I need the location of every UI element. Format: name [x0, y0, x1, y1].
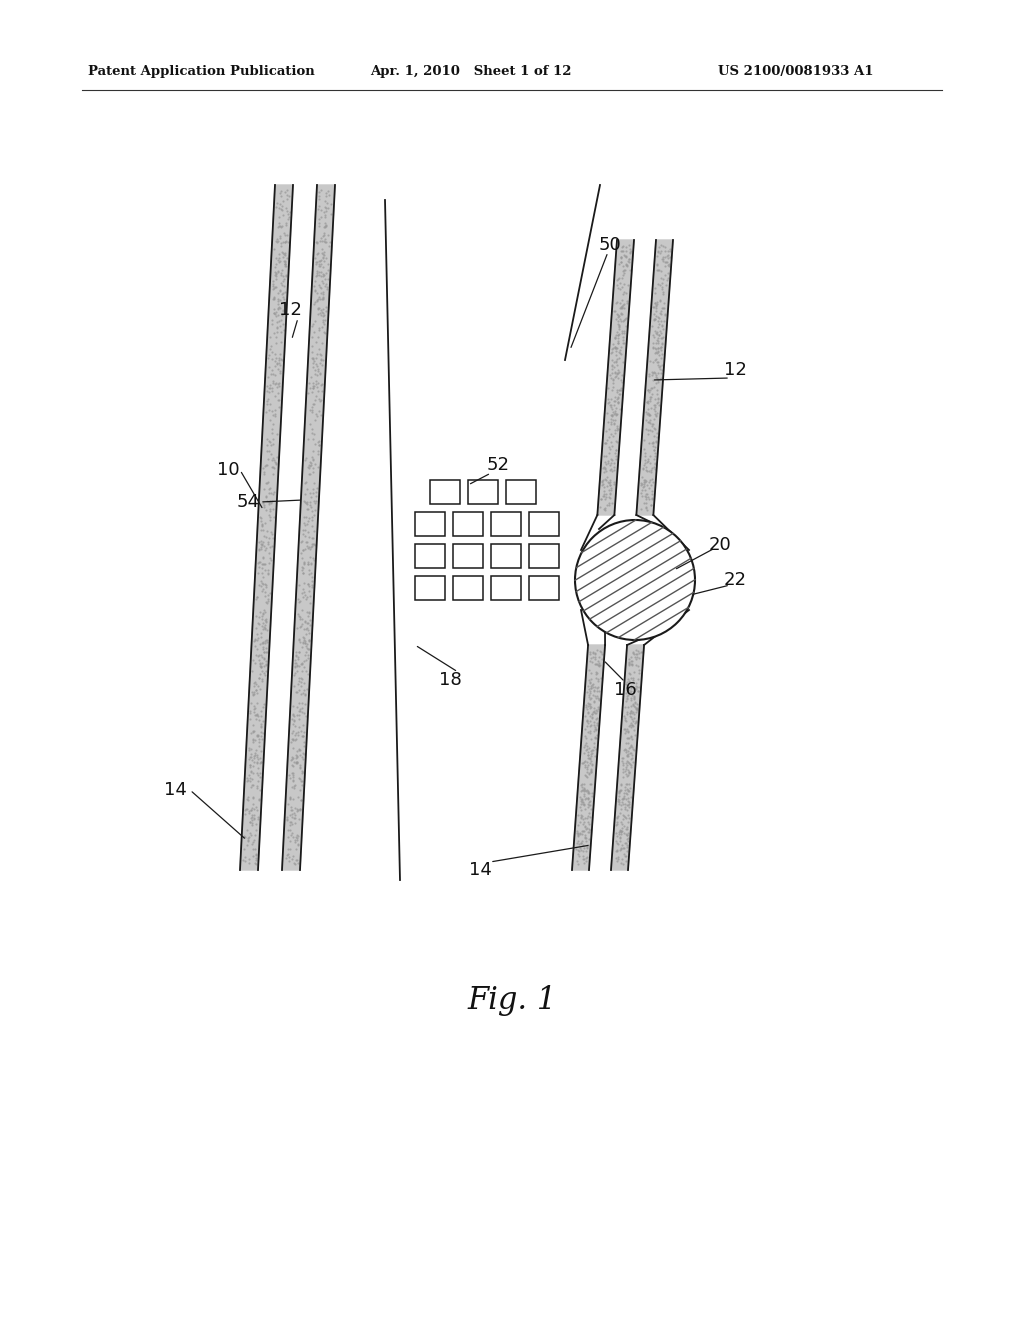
Bar — [415, 512, 445, 536]
Polygon shape — [636, 240, 673, 515]
Bar — [415, 544, 445, 568]
Text: US 2100/0081933 A1: US 2100/0081933 A1 — [718, 66, 873, 78]
Bar — [453, 576, 483, 601]
Polygon shape — [597, 240, 634, 515]
Bar — [490, 544, 521, 568]
Text: Patent Application Publication: Patent Application Publication — [88, 66, 314, 78]
Text: 20: 20 — [709, 536, 731, 554]
Bar — [453, 544, 483, 568]
Text: 18: 18 — [438, 671, 462, 689]
Bar — [506, 480, 536, 504]
Bar — [453, 512, 483, 536]
Bar — [415, 576, 445, 601]
Bar — [468, 480, 498, 504]
Text: 14: 14 — [469, 861, 492, 879]
Bar — [529, 576, 559, 601]
Text: Apr. 1, 2010   Sheet 1 of 12: Apr. 1, 2010 Sheet 1 of 12 — [370, 66, 571, 78]
Text: 12: 12 — [279, 301, 301, 319]
Bar — [430, 480, 460, 504]
Text: 52: 52 — [486, 455, 510, 474]
Text: 14: 14 — [164, 781, 186, 799]
Text: 12: 12 — [724, 360, 746, 379]
Polygon shape — [611, 645, 644, 870]
Bar — [490, 512, 521, 536]
Text: 50: 50 — [599, 236, 622, 253]
Bar — [490, 576, 521, 601]
Text: 22: 22 — [724, 572, 746, 589]
Text: 54: 54 — [237, 492, 259, 511]
Polygon shape — [240, 185, 293, 870]
Bar — [529, 544, 559, 568]
Text: 10: 10 — [217, 461, 240, 479]
Polygon shape — [282, 185, 335, 870]
Polygon shape — [572, 645, 605, 870]
Text: Fig. 1: Fig. 1 — [467, 985, 557, 1015]
Circle shape — [575, 520, 695, 640]
Bar — [529, 512, 559, 536]
Text: 16: 16 — [613, 681, 636, 700]
